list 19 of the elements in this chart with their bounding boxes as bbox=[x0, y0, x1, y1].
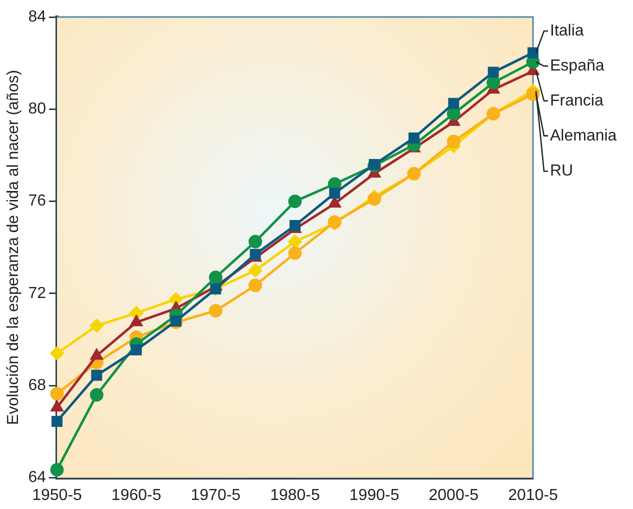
y-tick-label: 64 bbox=[28, 469, 46, 486]
x-tick-label: 1970-5 bbox=[190, 486, 241, 504]
x-tick-label: 2010-5 bbox=[508, 486, 558, 504]
x-tick-label: 1980-5 bbox=[270, 486, 320, 504]
x-tick-label: 1990-5 bbox=[349, 486, 400, 504]
x-tick-label: 1950-5 bbox=[32, 486, 82, 504]
series-label: España bbox=[550, 57, 604, 74]
series-label: Alemania bbox=[550, 127, 617, 144]
series-label: Francia bbox=[550, 92, 604, 110]
y-tick-label: 84 bbox=[28, 8, 46, 26]
x-tick-label: 2000-5 bbox=[428, 486, 479, 504]
y-tick-label: 80 bbox=[28, 100, 46, 118]
y-tick-label: 72 bbox=[28, 284, 46, 302]
x-tick-label: 1960-5 bbox=[111, 486, 162, 504]
y-tick-label: 68 bbox=[28, 377, 46, 394]
series-label: Italia bbox=[550, 22, 584, 40]
text: RU bbox=[550, 162, 574, 180]
y-axis-title: Evolución de la esperanza de vida al nacer (años) bbox=[5, 70, 22, 425]
y-tick-label: 76 bbox=[28, 192, 46, 210]
